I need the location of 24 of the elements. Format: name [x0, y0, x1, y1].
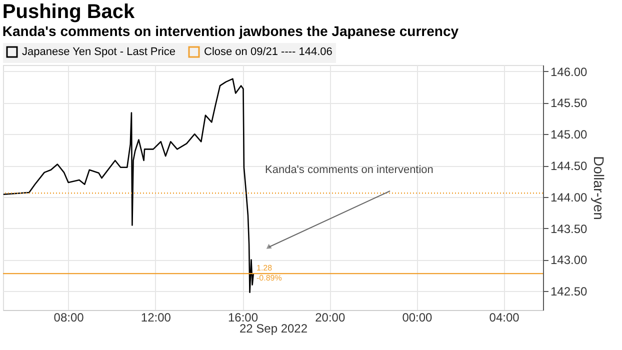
- x-tick-label: 08:00: [54, 310, 84, 324]
- y-tick-label: 143.50: [550, 222, 588, 236]
- y-axis-title: Dollar-yen: [591, 156, 608, 220]
- x-tick-label: 20:00: [315, 310, 346, 324]
- annotation: Kanda's comments on intervention: [265, 164, 434, 176]
- y-tick-label: 146.00: [550, 64, 588, 79]
- x-tick-label: 16:00: [228, 310, 258, 324]
- annotation: 1.28: [256, 264, 273, 273]
- y-tick-label: 145.00: [550, 128, 588, 142]
- y-tick-label: 144.50: [550, 159, 588, 174]
- y-tick-label: 143.00: [550, 253, 588, 268]
- y-tick-label: 144.00: [550, 190, 588, 204]
- x-tick-label: 00:00: [402, 310, 433, 324]
- annotation: -0.89%: [256, 274, 282, 283]
- y-tick-label: 142.50: [550, 284, 588, 299]
- chart-subtitle: Kanda's comments on intervention jawbones the Japanese currency: [2, 23, 459, 39]
- x-axis-title: 22 Sep 2022: [239, 322, 308, 336]
- chart-title: Pushing Back: [2, 1, 136, 23]
- x-tick-label: 12:00: [140, 310, 172, 324]
- line-series: [2, 78, 254, 294]
- legend-label: Japanese Yen Spot - Last Price: [22, 46, 176, 58]
- legend-label: Close on 09/21 ---- 144.06: [204, 46, 332, 58]
- x-tick-label: 04:00: [489, 310, 520, 324]
- y-tick-label: 145.50: [550, 96, 588, 110]
